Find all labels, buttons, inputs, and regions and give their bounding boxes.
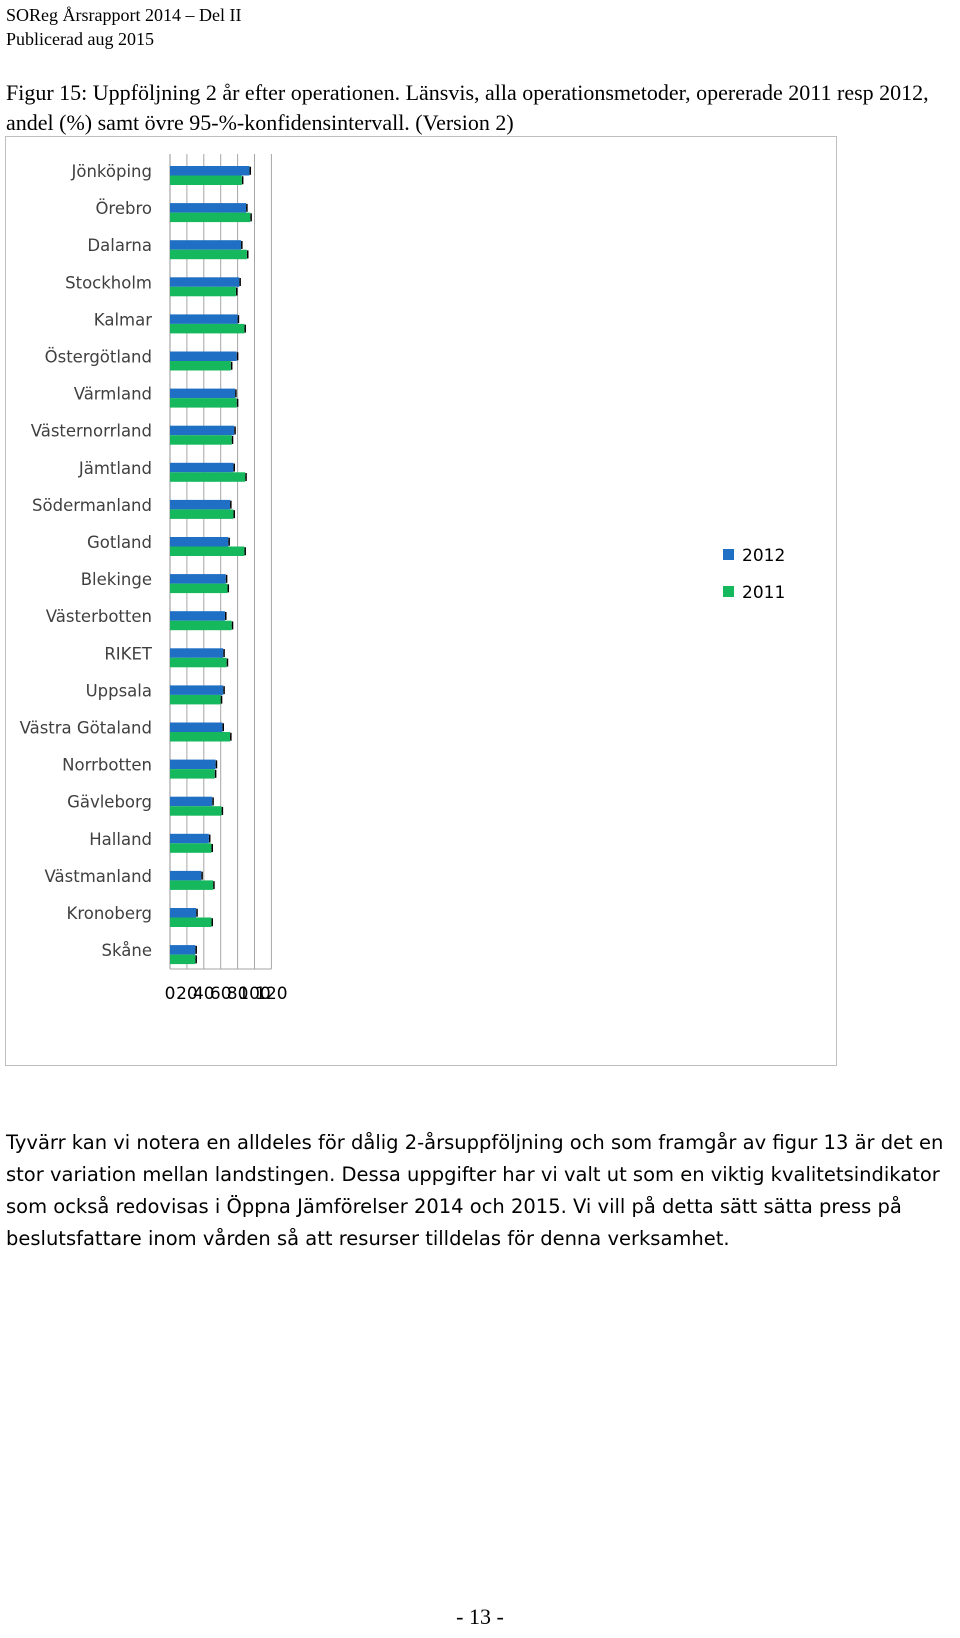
category-label: Norrbotten bbox=[62, 756, 152, 775]
bar-2011 bbox=[170, 732, 230, 742]
legend-swatch-2012 bbox=[723, 549, 734, 560]
x-tick-label: 20 bbox=[176, 984, 198, 1004]
category-label: Kalmar bbox=[94, 310, 152, 329]
category-label: Västerbotten bbox=[46, 607, 152, 626]
bar-2011 bbox=[170, 769, 215, 779]
bar-2012 bbox=[170, 388, 236, 399]
x-tick-label: 100 bbox=[238, 984, 270, 1004]
bar-2012 bbox=[170, 722, 223, 732]
bar-2011 bbox=[170, 954, 196, 965]
bar-2011 bbox=[170, 212, 251, 223]
category-label: Gävleborg bbox=[67, 793, 152, 812]
x-tick-label: 80 bbox=[227, 984, 249, 1004]
bar-2012 bbox=[170, 648, 224, 658]
category-label: Stockholm bbox=[65, 273, 152, 292]
x-tick-label: 40 bbox=[193, 984, 215, 1004]
bar-2011 bbox=[170, 880, 214, 890]
bar-2011 bbox=[170, 323, 245, 334]
category-label: Östergötland bbox=[45, 348, 152, 367]
bar-2011 bbox=[170, 435, 232, 445]
bar-2012 bbox=[170, 685, 224, 695]
bar-2011 bbox=[170, 620, 232, 631]
bar-2011 bbox=[170, 806, 222, 816]
bar-2011 bbox=[170, 361, 231, 371]
category-label: Skåne bbox=[102, 941, 152, 960]
category-label: Blekinge bbox=[81, 570, 152, 589]
category-label: RIKET bbox=[104, 644, 153, 663]
bar-2012 bbox=[170, 277, 240, 287]
bar-2011 bbox=[170, 398, 237, 408]
bar-2012 bbox=[170, 759, 216, 770]
category-label: Västra Götaland bbox=[20, 719, 152, 738]
bar-2012 bbox=[170, 611, 225, 621]
bar-2011 bbox=[170, 843, 212, 853]
category-label: Uppsala bbox=[86, 681, 152, 700]
bar-2011 bbox=[170, 657, 227, 668]
bar-2011 bbox=[170, 917, 212, 927]
chart-frame: 0 20 40 60 80 100 120 Jönköping Örebro Dalarna Sto… bbox=[5, 136, 837, 1066]
bar-2011 bbox=[170, 694, 221, 705]
bar-2012 bbox=[170, 314, 238, 324]
legend-label: 2011 bbox=[742, 583, 785, 603]
bar-2012 bbox=[170, 574, 226, 584]
category-label: Jämtland bbox=[78, 459, 152, 478]
bar-2012 bbox=[170, 166, 250, 176]
legend-swatch-2011 bbox=[723, 586, 734, 597]
bar-2012 bbox=[170, 945, 196, 955]
bar-2012 bbox=[170, 796, 213, 807]
category-label: Halland bbox=[89, 830, 152, 849]
bar-2011 bbox=[170, 249, 247, 260]
category-label: Gotland bbox=[87, 533, 152, 552]
category-label: Värmland bbox=[74, 385, 152, 404]
bar-2011 bbox=[170, 472, 246, 482]
bar-2011 bbox=[170, 286, 236, 297]
bar-2012 bbox=[170, 908, 197, 918]
legend-label: 2012 bbox=[742, 546, 785, 566]
bar-2012 bbox=[170, 537, 229, 547]
bar-2012 bbox=[170, 425, 235, 436]
x-tick-label: 60 bbox=[210, 984, 232, 1004]
bar-2012 bbox=[170, 870, 202, 881]
category-label: Västmanland bbox=[45, 867, 152, 886]
report-header-date: Publicerad aug 2015 bbox=[6, 29, 154, 49]
page-number: - 13 - bbox=[456, 1604, 504, 1629]
category-label: Jönköping bbox=[71, 162, 152, 181]
report-header-title: SOReg Årsrapport 2014 – Del II bbox=[6, 5, 242, 25]
bar-2012 bbox=[170, 499, 230, 510]
x-tick-label: 120 bbox=[255, 984, 287, 1004]
bar-2012 bbox=[170, 462, 234, 473]
category-label: Dalarna bbox=[87, 236, 152, 255]
bar-2011 bbox=[170, 546, 245, 556]
figure-caption: Figur 15: Uppföljning 2 år efter operati… bbox=[6, 80, 929, 135]
bar-2012 bbox=[170, 833, 209, 844]
bar-2011 bbox=[170, 509, 234, 519]
x-tick-label: 0 bbox=[165, 984, 176, 1004]
bar-2011 bbox=[170, 175, 242, 185]
category-label: Örebro bbox=[95, 199, 152, 218]
bar-2012 bbox=[170, 240, 241, 250]
category-label: Södermanland bbox=[32, 496, 152, 515]
bar-2011 bbox=[170, 583, 228, 594]
bar-2012 bbox=[170, 203, 247, 213]
category-label: Västernorrland bbox=[31, 422, 152, 441]
bar-2012 bbox=[170, 351, 237, 361]
body-paragraph: Tyvärr kan vi notera en alldeles för dål… bbox=[6, 1131, 944, 1250]
category-label: Kronoberg bbox=[67, 904, 152, 923]
